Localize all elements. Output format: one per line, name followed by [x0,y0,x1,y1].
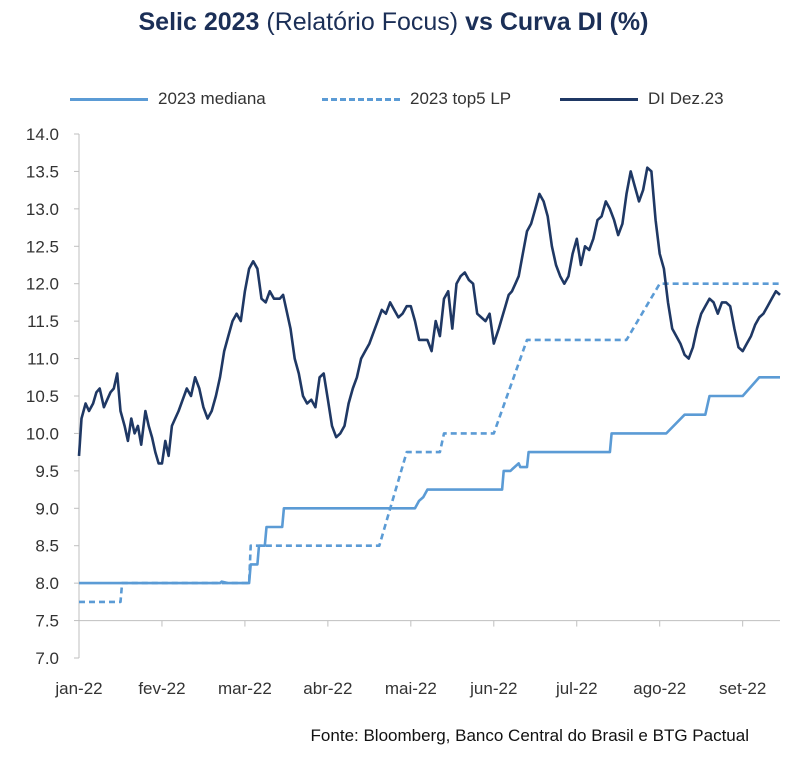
y-tick-label: 13.5 [26,162,59,181]
chart-axes: 14.0 13.5 13.0 12.5 12.0 11.5 11.0 10.5 10.0 9.5 9… [26,125,780,698]
x-tick-label: set-22 [719,679,766,698]
y-tick-label: 8.5 [35,537,59,556]
x-tick-label: ago-22 [633,679,686,698]
x-tick-label: jul-22 [555,679,598,698]
legend-label-mediana: 2023 mediana [158,89,266,108]
y-tick-label: 11.5 [27,312,59,331]
source-note: Fonte: Bloomberg, Banco Central do Brasi… [310,726,749,745]
series-line-2 [77,166,781,465]
legend-label-top5: 2023 top5 LP [410,89,512,108]
y-tick-label: 9.0 [35,499,59,518]
y-tick-label: 14.0 [26,125,59,144]
legend-swatch-di [560,97,638,101]
legend-swatch-mediana [70,97,148,101]
x-tick-label: mai-22 [385,679,437,698]
chart-legend: 2023 mediana 2023 top5 LP DI Dez.23 [0,88,787,110]
title-curva: Curva DI (%) [499,8,649,36]
legend-item-top5: 2023 top5 LP [322,88,511,110]
y-tick-label: 7.0 [35,649,59,668]
legend-item-di: DI Dez.23 [560,88,724,110]
x-tick-label: jun-22 [469,679,517,698]
y-tick-label: 13.0 [26,200,59,219]
x-tick-label: mar-22 [218,679,272,698]
y-tick-label: 11.0 [27,350,59,369]
x-tick-label: abr-22 [303,679,352,698]
y-tick-label: 9.5 [35,462,59,481]
y-tick-label: 10.0 [26,424,59,443]
y-tick-label: 8.0 [35,574,59,593]
title-focus: (Relatório Focus) [266,8,459,36]
x-tick-label: jan-22 [54,679,102,698]
series-line-0 [79,376,780,585]
y-tick-label: 12.0 [26,275,59,294]
legend-label-di: DI Dez.23 [648,89,724,108]
chart-series [77,166,781,604]
title-vs: vs [465,8,493,36]
legend-swatch-top5 [322,97,400,101]
series-line-1 [79,282,780,604]
title-selic: Selic 2023 [138,8,260,36]
x-tick-label: fev-22 [138,679,185,698]
chart-title: Selic 2023 (Relatório Focus) vs Curva DI… [0,8,787,37]
y-tick-label: 12.5 [26,237,59,256]
legend-item-mediana: 2023 mediana [70,88,266,110]
y-tick-label: 7.5 [35,612,59,631]
y-tick-label: 10.5 [26,387,59,406]
